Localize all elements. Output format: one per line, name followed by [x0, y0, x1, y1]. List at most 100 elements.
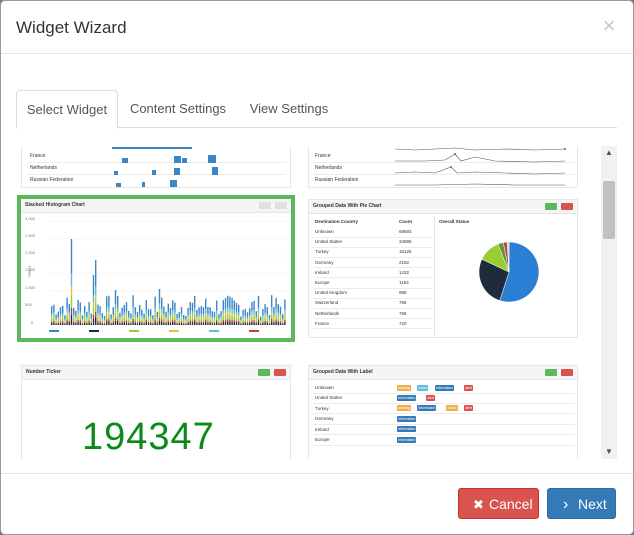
card-header: Grouped Data With Pie Chart	[309, 200, 577, 214]
pie-row-count: 2182	[399, 259, 410, 265]
next-button[interactable]: › Next	[547, 488, 616, 519]
status-badge: information	[417, 405, 437, 412]
divider	[28, 174, 286, 175]
pie-row-count: 1153	[399, 280, 409, 285]
divider	[313, 392, 575, 394]
pie-row-count: 720	[399, 320, 407, 326]
gallery-scrollbar[interactable]: ▲ ▼	[601, 146, 617, 459]
widget-card-stacked-histogram[interactable]: Stacked Histogram Chart 3,000 2,500 2,00…	[17, 195, 295, 342]
close-icon[interactable]: ×	[602, 13, 616, 38]
label-row-name: Turkey	[315, 405, 329, 411]
pie-row-country: France	[315, 320, 330, 326]
status-badge: warning	[397, 384, 412, 391]
col-header-count: Count	[399, 219, 412, 224]
widget-card-number-ticker[interactable]: Number Ticker 194347	[21, 365, 291, 459]
status-badge: notice	[446, 405, 458, 412]
tab-view-settings[interactable]: View Settings	[249, 101, 329, 116]
row-label: France	[315, 153, 331, 159]
label-row-name: Europe	[315, 437, 330, 442]
tab-select-widget[interactable]: Select Widget	[16, 90, 118, 129]
pie-row-country: Unknown	[315, 229, 334, 234]
next-label: Next	[578, 496, 607, 512]
row-label: Russian Federation	[30, 177, 74, 183]
pie-row-country: United States	[315, 239, 343, 245]
pie-row-country: Switzerland	[315, 300, 339, 306]
scroll-thumb[interactable]	[603, 181, 615, 239]
scroll-up-icon[interactable]: ▲	[605, 148, 613, 157]
histogram-plot	[49, 220, 289, 325]
y-tick: 2,000	[25, 250, 36, 255]
remove-icon	[561, 203, 573, 210]
card-title: Grouped Data With Pie Chart	[313, 203, 382, 209]
pie-row-count: 1432	[399, 269, 410, 275]
row-label: Russian Federation	[315, 177, 359, 183]
modal-title: Widget Wizard	[16, 18, 127, 37]
add-icon	[545, 203, 557, 210]
settings-icon	[259, 202, 271, 209]
card-header: Stacked Histogram Chart	[21, 199, 291, 213]
y-tick: 3,000	[25, 216, 36, 221]
cancel-button[interactable]: ✖ Cancel	[458, 488, 539, 519]
remove-icon	[274, 369, 286, 376]
y-axis-label: Values	[26, 265, 32, 278]
status-badge: warning	[397, 405, 412, 412]
divider	[313, 423, 575, 425]
tab-content-settings[interactable]: Content Settings	[129, 101, 227, 116]
ticker-value: 194347	[82, 416, 215, 458]
tab-bar: Select Widget Content Settings View Sett…	[16, 90, 617, 129]
close-icon	[275, 202, 287, 209]
col-header-status: Overall Status	[439, 219, 470, 224]
divider	[313, 307, 433, 309]
divider	[313, 162, 575, 163]
y-tick: 500	[25, 302, 32, 307]
card-title: Number Ticker	[26, 369, 61, 375]
status-badge: information	[397, 394, 417, 401]
card-header: Grouped Data With Label	[309, 366, 577, 380]
divider	[313, 174, 575, 175]
row-label: Netherlands	[30, 165, 57, 171]
divider	[313, 277, 433, 279]
divider	[313, 256, 433, 258]
divider	[313, 287, 433, 289]
mini-sparklines	[395, 147, 566, 186]
pie-row-country: Turkey	[315, 249, 329, 255]
scroll-down-icon[interactable]: ▼	[605, 447, 613, 456]
status-badge: alert	[464, 384, 473, 391]
status-badge: information	[397, 426, 417, 433]
widget-card-sparkline-rows[interactable]: France Netherlands Russian Federation	[308, 146, 578, 188]
pie-row-country: Ireland	[315, 269, 329, 275]
divider	[313, 297, 433, 299]
pie-row-count: 988	[399, 290, 407, 296]
pie-row-count: 68693	[399, 229, 412, 234]
pie-row-country: Germany	[315, 259, 334, 265]
status-badge: information	[397, 436, 417, 443]
widget-card-grouped-pie[interactable]: Grouped Data With Pie Chart Destination.…	[308, 199, 578, 338]
divider	[313, 444, 575, 446]
divider	[313, 246, 433, 248]
widget-gallery: France Netherlands Russian Federation Fr…	[17, 146, 617, 459]
divider	[313, 402, 575, 404]
modal-header: Widget Wizard ×	[1, 1, 633, 54]
pie-row-count: 768	[399, 310, 407, 316]
pie-row-count: 796	[399, 300, 407, 306]
pie-row-country: United Kingdom	[315, 290, 348, 296]
status-badge: notice	[417, 384, 429, 391]
widget-card-grouped-label[interactable]: Grouped Data With Label Unknown warning no…	[308, 365, 578, 459]
y-tick: 0	[31, 320, 34, 325]
status-badge: alert	[426, 394, 436, 401]
divider	[434, 216, 435, 336]
pie-row-country: Netherlands	[315, 310, 340, 316]
mini-bar-rows	[112, 147, 218, 187]
pie-chart	[478, 241, 540, 303]
add-icon	[545, 369, 557, 376]
remove-icon	[561, 369, 573, 376]
card-title: Grouped Data With Label	[313, 369, 373, 375]
status-badge: alert	[464, 405, 473, 412]
cancel-label: Cancel	[489, 496, 533, 512]
y-tick: 1,000	[25, 285, 36, 290]
row-label: Netherlands	[315, 165, 342, 171]
add-icon	[258, 369, 270, 376]
label-row-name: United States	[315, 395, 343, 401]
pie-row-count: 18126	[399, 249, 412, 255]
widget-card-bar-rows[interactable]: France Netherlands Russian Federation	[21, 146, 291, 188]
